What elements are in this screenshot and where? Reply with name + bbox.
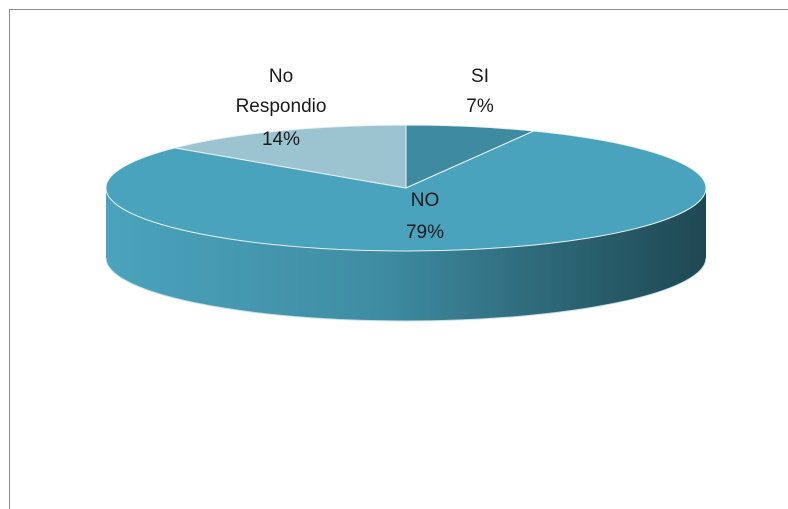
slice-label-no: NO bbox=[411, 190, 440, 211]
slice-percent-no: 79% bbox=[406, 222, 444, 243]
slice-label-no-respondio: No bbox=[269, 66, 293, 87]
pie-slice-no bbox=[105, 130, 707, 252]
pie-side-face bbox=[106, 188, 706, 321]
pie-side-wall bbox=[105, 188, 707, 322]
slice-label-si: SI bbox=[471, 66, 489, 87]
slice-percent-no-respondio: 14% bbox=[262, 129, 300, 150]
pie-bottom-rim bbox=[105, 257, 707, 322]
slice-label-no-respondio: Respondio bbox=[236, 96, 327, 117]
slice-percent-si: 7% bbox=[466, 96, 494, 117]
pie-slice-no-respondio bbox=[174, 124, 407, 189]
data-labels: SI 7% NO 79% No Respondio 14% bbox=[236, 66, 494, 243]
pie-slice-si bbox=[405, 124, 536, 189]
pie-top-face bbox=[105, 124, 707, 252]
